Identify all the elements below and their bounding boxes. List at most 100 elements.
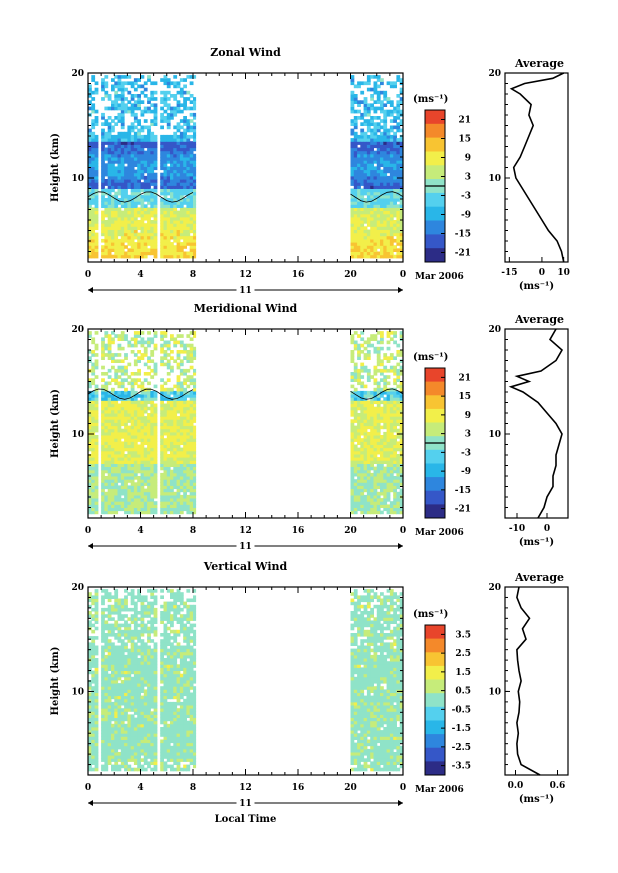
heatmap-cell xyxy=(353,204,358,208)
heatmap-cell xyxy=(137,131,141,136)
heatmap-cell xyxy=(183,242,187,246)
heatmap-cell xyxy=(370,153,374,158)
heatmap-cell xyxy=(370,438,374,442)
heatmap-cell xyxy=(140,185,145,189)
heatmap-cell xyxy=(160,198,164,202)
heatmap-cell xyxy=(183,134,187,139)
heatmap-cell xyxy=(127,447,132,452)
heatmap-cell xyxy=(389,394,394,398)
heatmap-cell xyxy=(183,498,187,502)
heatmap-cell xyxy=(130,422,135,427)
heatmap-cell xyxy=(393,116,397,120)
heatmap-cell xyxy=(124,457,128,461)
heatmap-cell xyxy=(350,400,355,405)
heatmap-cell xyxy=(160,188,164,193)
heatmap-cell xyxy=(120,185,125,189)
heatmap-cell xyxy=(353,482,358,486)
heatmap-cell xyxy=(363,232,368,237)
heatmap-cell xyxy=(176,134,181,139)
colorbar-swatch xyxy=(425,165,445,180)
heatmap-cell xyxy=(133,220,138,224)
average-x-tick-label: -15 xyxy=(501,268,517,278)
heatmap-cell xyxy=(150,501,155,505)
heatmap-cell xyxy=(170,457,174,461)
heatmap-cell xyxy=(124,138,128,142)
heatmap-cell xyxy=(353,226,358,230)
heatmap-cell xyxy=(143,94,148,98)
heatmap-cell xyxy=(137,100,141,104)
heatmap-cell xyxy=(166,112,171,117)
heatmap-cell xyxy=(124,144,128,149)
heatmap-cell xyxy=(160,242,164,246)
heatmap-cell xyxy=(170,182,174,186)
heatmap-cell xyxy=(137,400,141,405)
heatmap-cell xyxy=(101,175,105,180)
heatmap-cell xyxy=(350,78,355,82)
heatmap-cell xyxy=(383,431,388,436)
heatmap-cell xyxy=(386,428,391,433)
heatmap-cell xyxy=(114,498,119,502)
heatmap-cell xyxy=(133,94,138,98)
heatmap-cell xyxy=(170,223,174,227)
heatmap-cell xyxy=(357,172,361,177)
heatmap-cell xyxy=(124,378,128,382)
heatmap-cell xyxy=(189,75,194,79)
heatmap-cell xyxy=(357,441,361,445)
heatmap-cell xyxy=(130,182,135,186)
heatmap-cell xyxy=(189,182,194,186)
heatmap-cell xyxy=(360,216,365,221)
heatmap-cell xyxy=(353,144,358,149)
heatmap-cell xyxy=(88,134,92,139)
heatmap-cell xyxy=(183,97,187,101)
heatmap-cell xyxy=(127,207,132,211)
heatmap-cell xyxy=(173,504,178,508)
heatmap-cell xyxy=(147,397,151,401)
heatmap-cell xyxy=(137,182,141,186)
heatmap-cell xyxy=(101,116,105,120)
heatmap-cell xyxy=(176,182,181,186)
heatmap-cell xyxy=(383,131,388,136)
heatmap-cell xyxy=(399,413,404,417)
heatmap-cell xyxy=(176,479,181,483)
heatmap-cell xyxy=(130,394,135,398)
heatmap-cell xyxy=(183,472,187,477)
heatmap-cell xyxy=(130,504,135,508)
heatmap-cell xyxy=(104,457,109,461)
heatmap-cell xyxy=(124,485,128,490)
heatmap-cell xyxy=(88,504,92,508)
heatmap-cell xyxy=(370,163,374,167)
heatmap-cell xyxy=(393,84,397,89)
heatmap-cell xyxy=(357,454,361,458)
heatmap-cell xyxy=(366,254,371,259)
heatmap-cell xyxy=(360,504,365,508)
heatmap-cell xyxy=(386,254,391,259)
heatmap-cell xyxy=(140,413,145,417)
heatmap-cell xyxy=(189,400,194,405)
heatmap-cell xyxy=(393,403,397,408)
heatmap-cell xyxy=(399,204,404,208)
heatmap-cell xyxy=(140,482,145,486)
heatmap-cell xyxy=(373,251,378,256)
heatmap-cell xyxy=(140,356,145,360)
heatmap-cell xyxy=(150,469,155,474)
heatmap-cell xyxy=(396,372,401,376)
heatmap-cell xyxy=(111,447,115,452)
heatmap-cell xyxy=(366,403,371,408)
heatmap-cell xyxy=(147,210,151,215)
heatmap-cell xyxy=(120,150,125,155)
heatmap-cell xyxy=(133,191,138,196)
heatmap-cell xyxy=(101,144,105,149)
heatmap-cell xyxy=(111,450,115,455)
heatmap-cell xyxy=(370,409,374,414)
heatmap-cell xyxy=(147,147,151,152)
heatmap-cell xyxy=(173,422,178,427)
heatmap-cell xyxy=(399,491,404,496)
heatmap-cell xyxy=(189,106,194,111)
heatmap-cell xyxy=(124,166,128,171)
heatmap-cell xyxy=(173,501,178,505)
heatmap-cell xyxy=(389,175,394,180)
heatmap-cell xyxy=(140,494,145,499)
heatmap-cell xyxy=(357,138,361,142)
heatmap-cell xyxy=(376,75,381,79)
